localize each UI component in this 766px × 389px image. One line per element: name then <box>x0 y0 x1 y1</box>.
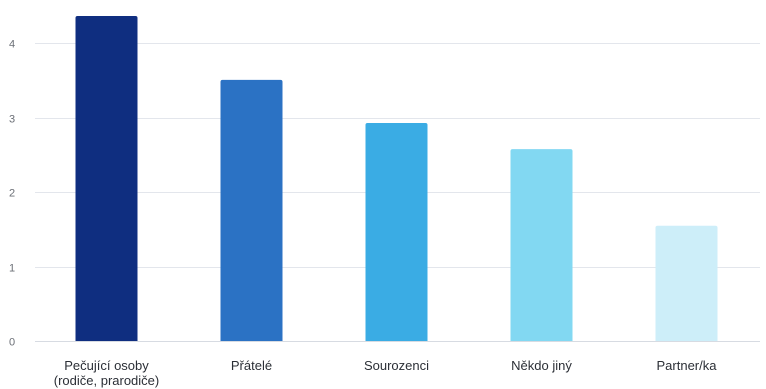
bar <box>655 225 718 341</box>
x-category-label-line: Partner/ka <box>657 358 718 373</box>
x-category-label-line: Sourozenci <box>364 358 429 373</box>
x-category-label: Přátelé <box>231 358 272 373</box>
x-category-label: Sourozenci <box>364 358 429 373</box>
y-axis-ticks: 0 1 2 3 4 <box>9 39 15 349</box>
x-category-label-line: Někdo jiný <box>511 358 572 373</box>
y-tick-label: 2 <box>9 188 15 200</box>
x-category-label-line: (rodiče, prarodiče) <box>54 373 160 388</box>
x-category-label-line: Přátelé <box>231 358 272 373</box>
x-category-label-line: Pečující osoby <box>64 358 149 373</box>
y-tick-label: 3 <box>9 114 15 126</box>
bar <box>220 79 283 341</box>
bar <box>365 123 428 342</box>
y-tick-label: 0 <box>9 337 15 349</box>
y-tick-label: 1 <box>9 263 15 275</box>
x-category-label: Partner/ka <box>657 358 718 373</box>
y-tick-label: 4 <box>9 39 15 51</box>
bars <box>75 15 718 342</box>
bar <box>75 15 138 341</box>
bar <box>510 149 573 341</box>
x-category-label: Pečující osoby (rodiče, prarodiče) <box>54 358 160 388</box>
x-axis-labels: Pečující osoby (rodiče, prarodiče) Přátelé… <box>54 358 718 388</box>
x-category-label: Někdo jiný <box>511 358 572 373</box>
